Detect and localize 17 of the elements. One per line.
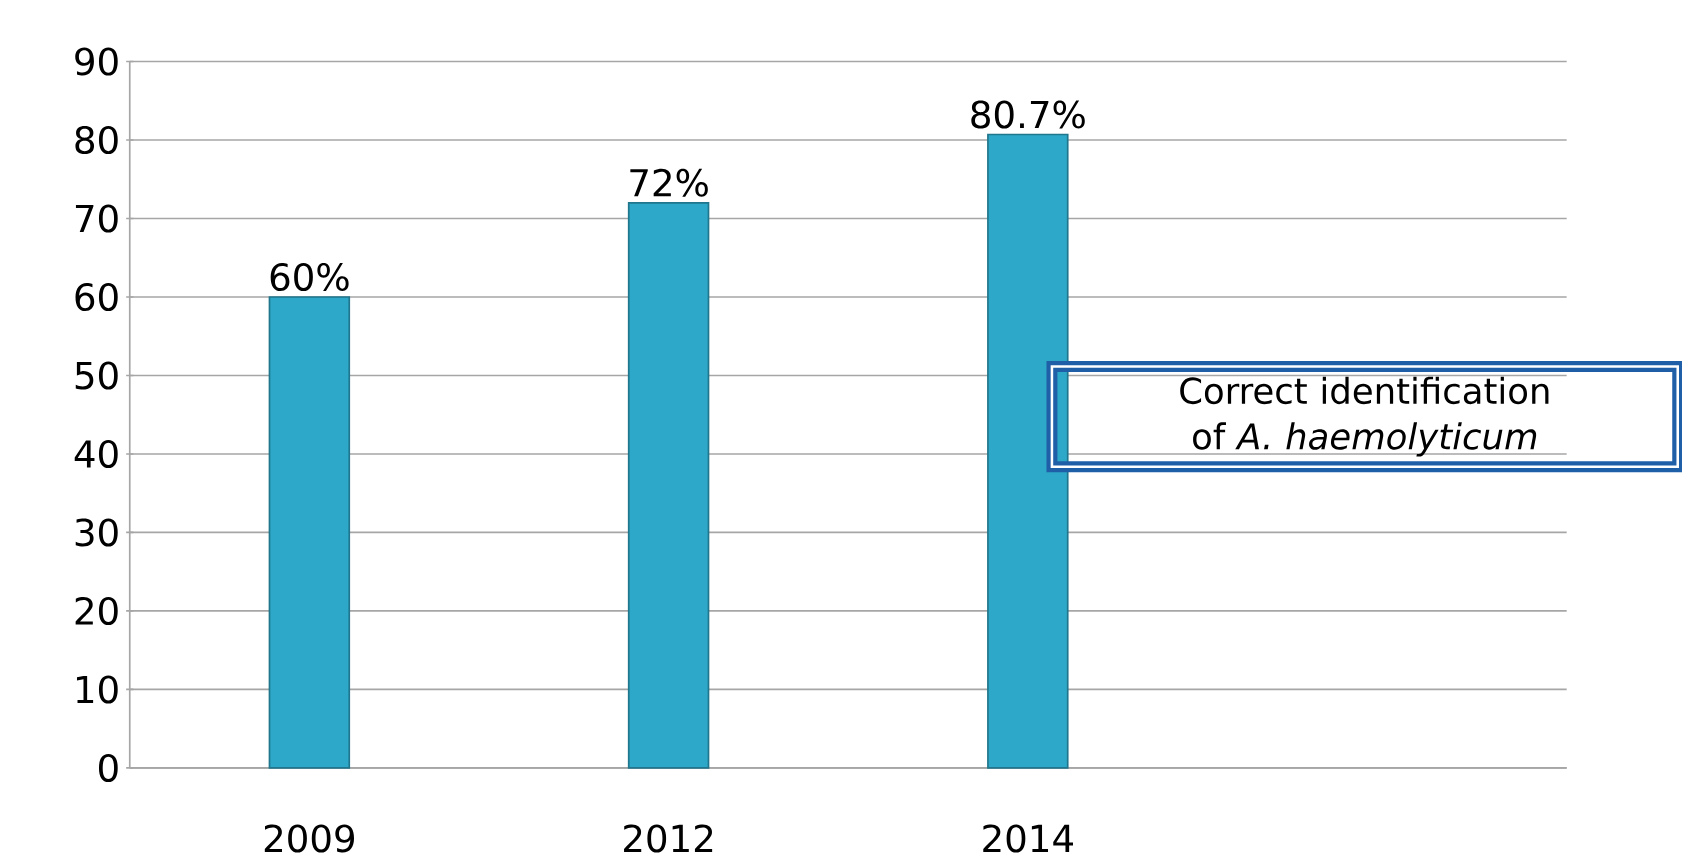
y-tick-label: 40 xyxy=(74,439,118,468)
data-label: 72% xyxy=(630,168,708,197)
y-tick-label: 80 xyxy=(75,125,118,155)
data-label: 80.7% xyxy=(971,100,1085,129)
y-tick-label: 50 xyxy=(75,361,118,390)
data-label: 60% xyxy=(270,262,349,291)
y-tick-label: 0 xyxy=(98,753,118,782)
x-tick-label: 2012 xyxy=(624,824,713,853)
y-tick-label: 30 xyxy=(75,518,118,547)
x-tick-label: 2009 xyxy=(264,824,355,853)
y-tick-label: 90 xyxy=(75,47,118,76)
y-tick-label: 10 xyxy=(76,675,118,704)
y-tick-label: 20 xyxy=(75,596,118,625)
y-tick-label: 70 xyxy=(75,204,118,233)
x-tick-label: 2014 xyxy=(983,824,1073,853)
annotation: Correct identification of A. haemolyticum xyxy=(1180,376,1549,457)
y-tick-label: 60 xyxy=(75,282,118,312)
